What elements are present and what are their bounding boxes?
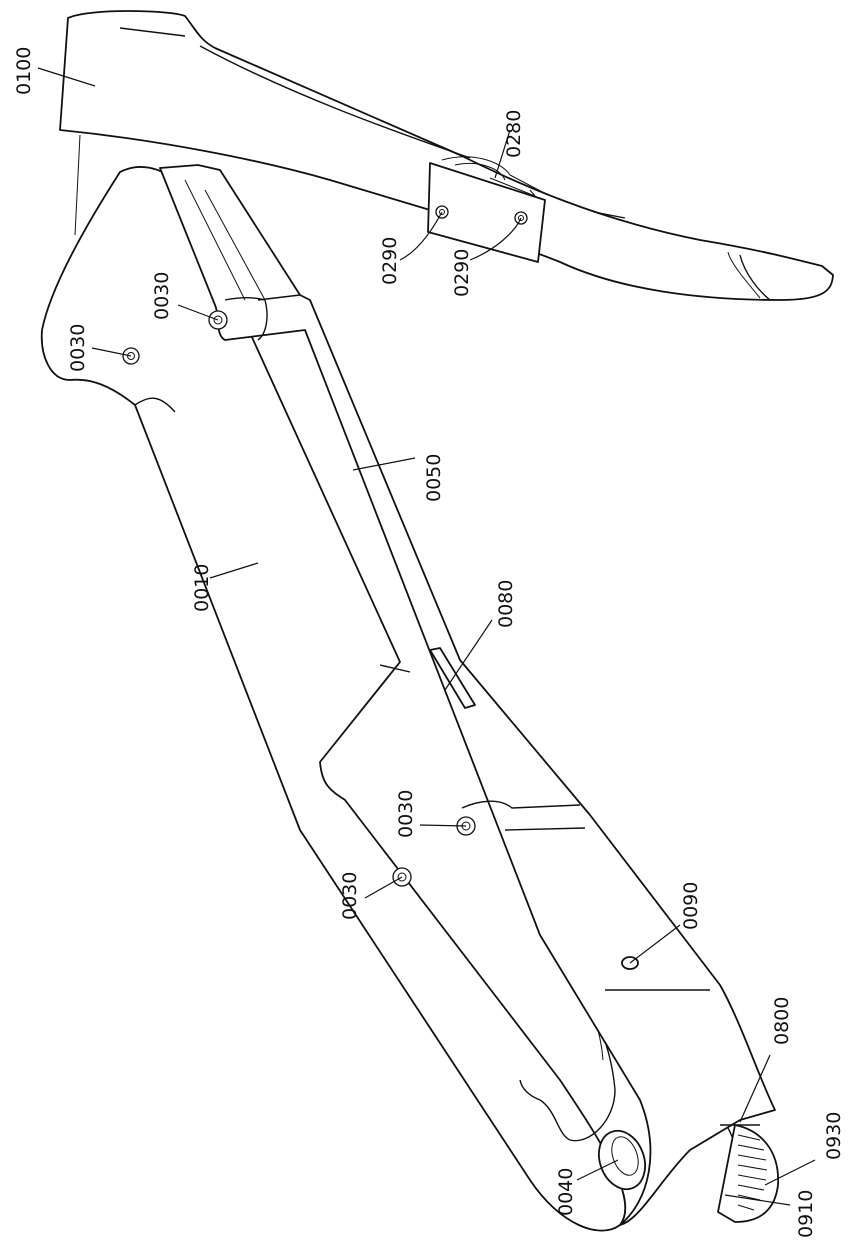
- label-0930: 0930: [823, 1112, 845, 1160]
- label-0910: 0910: [795, 1190, 817, 1238]
- label-0800: 0800: [771, 997, 793, 1045]
- label-0090: 0090: [680, 882, 702, 930]
- label-0030-a: 0030: [67, 324, 89, 372]
- label-0010: 0010: [191, 564, 213, 612]
- label-0030-b: 0030: [151, 272, 173, 320]
- label-0100: 0100: [13, 47, 35, 95]
- label-0030-d: 0030: [339, 872, 361, 920]
- label-0050: 0050: [423, 454, 445, 502]
- body-0010: [42, 167, 626, 1231]
- label-0080: 0080: [495, 580, 517, 628]
- label-0290-a: 0290: [379, 237, 401, 285]
- label-0290-b: 0290: [451, 249, 473, 297]
- label-0030-c: 0030: [395, 790, 417, 838]
- label-0280: 0280: [503, 110, 525, 158]
- gear-0910: [718, 1125, 778, 1222]
- label-0040: 0040: [555, 1168, 577, 1216]
